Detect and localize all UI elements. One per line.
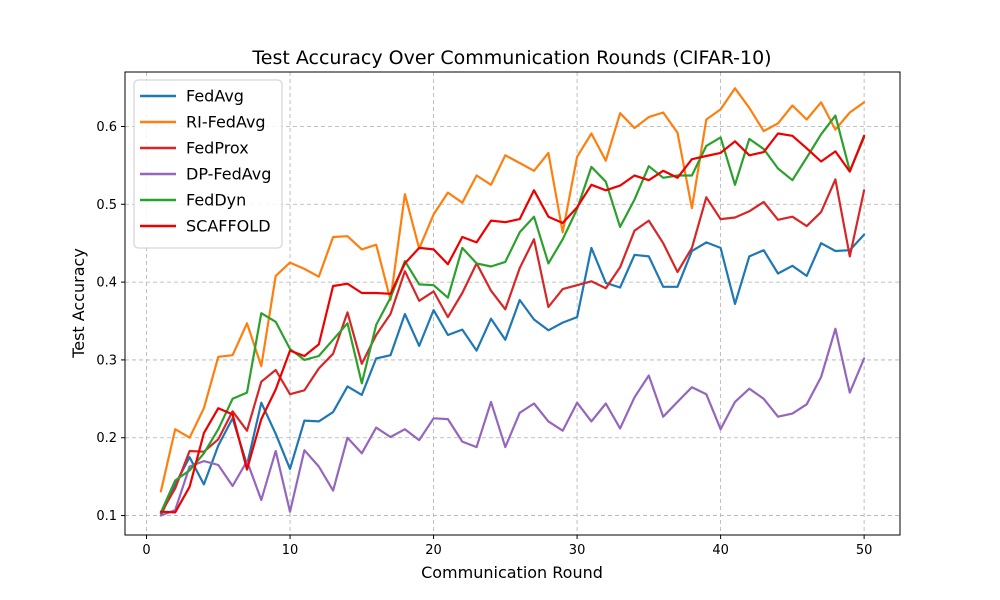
- x-tick-label: 0: [142, 543, 150, 558]
- legend-label-fedprox: FedProx: [186, 139, 249, 158]
- y-tick-label: 0.3: [96, 353, 117, 368]
- legend: FedAvg RI-FedAvg FedProx DP-FedAvg FedDyn SCA…: [133, 79, 283, 249]
- series-line-scaffold: [159, 132, 866, 514]
- x-tick-label: 50: [856, 543, 873, 558]
- legend-label-ri-fedavg: RI-FedAvg: [186, 113, 266, 132]
- plot-frame: [124, 71, 901, 536]
- x-tick-label: 10: [282, 543, 299, 558]
- series-lines: [159, 87, 866, 517]
- legend-label-scaffold: SCAFFOLD: [186, 217, 271, 236]
- series-line-dp-fedavg: [159, 327, 866, 517]
- y-tick-label: 0.6: [96, 120, 117, 135]
- x-tick-label: 40: [712, 543, 729, 558]
- chart-title: Test Accuracy Over Communication Rounds …: [251, 47, 771, 69]
- y-tick-label: 0.1: [96, 509, 117, 524]
- x-tick-label: 30: [569, 543, 586, 558]
- y-tick-label: 0.4: [96, 276, 117, 291]
- legend-label-feddyn: FedDyn: [186, 191, 246, 210]
- y-tick-label: 0.2: [96, 431, 117, 446]
- x-tick-label: 20: [425, 543, 442, 558]
- y-tick-label: 0.5: [96, 198, 117, 213]
- series-line-fedavg: [159, 233, 866, 517]
- series-line-feddyn: [159, 114, 866, 514]
- series-line-fedprox: [159, 178, 866, 515]
- legend-label-fedavg: FedAvg: [186, 87, 244, 106]
- x-axis-label: Communication Round: [421, 563, 603, 582]
- legend-label-dp-fedavg: DP-FedAvg: [186, 165, 271, 184]
- y-axis-label: Test Accuracy: [69, 248, 88, 359]
- axis-ticks: 0 10 20 30 40 50 0.1 0.2 0.3 0.4 0.5 0.6: [96, 120, 872, 558]
- series-line-ri-fedavg: [159, 87, 866, 493]
